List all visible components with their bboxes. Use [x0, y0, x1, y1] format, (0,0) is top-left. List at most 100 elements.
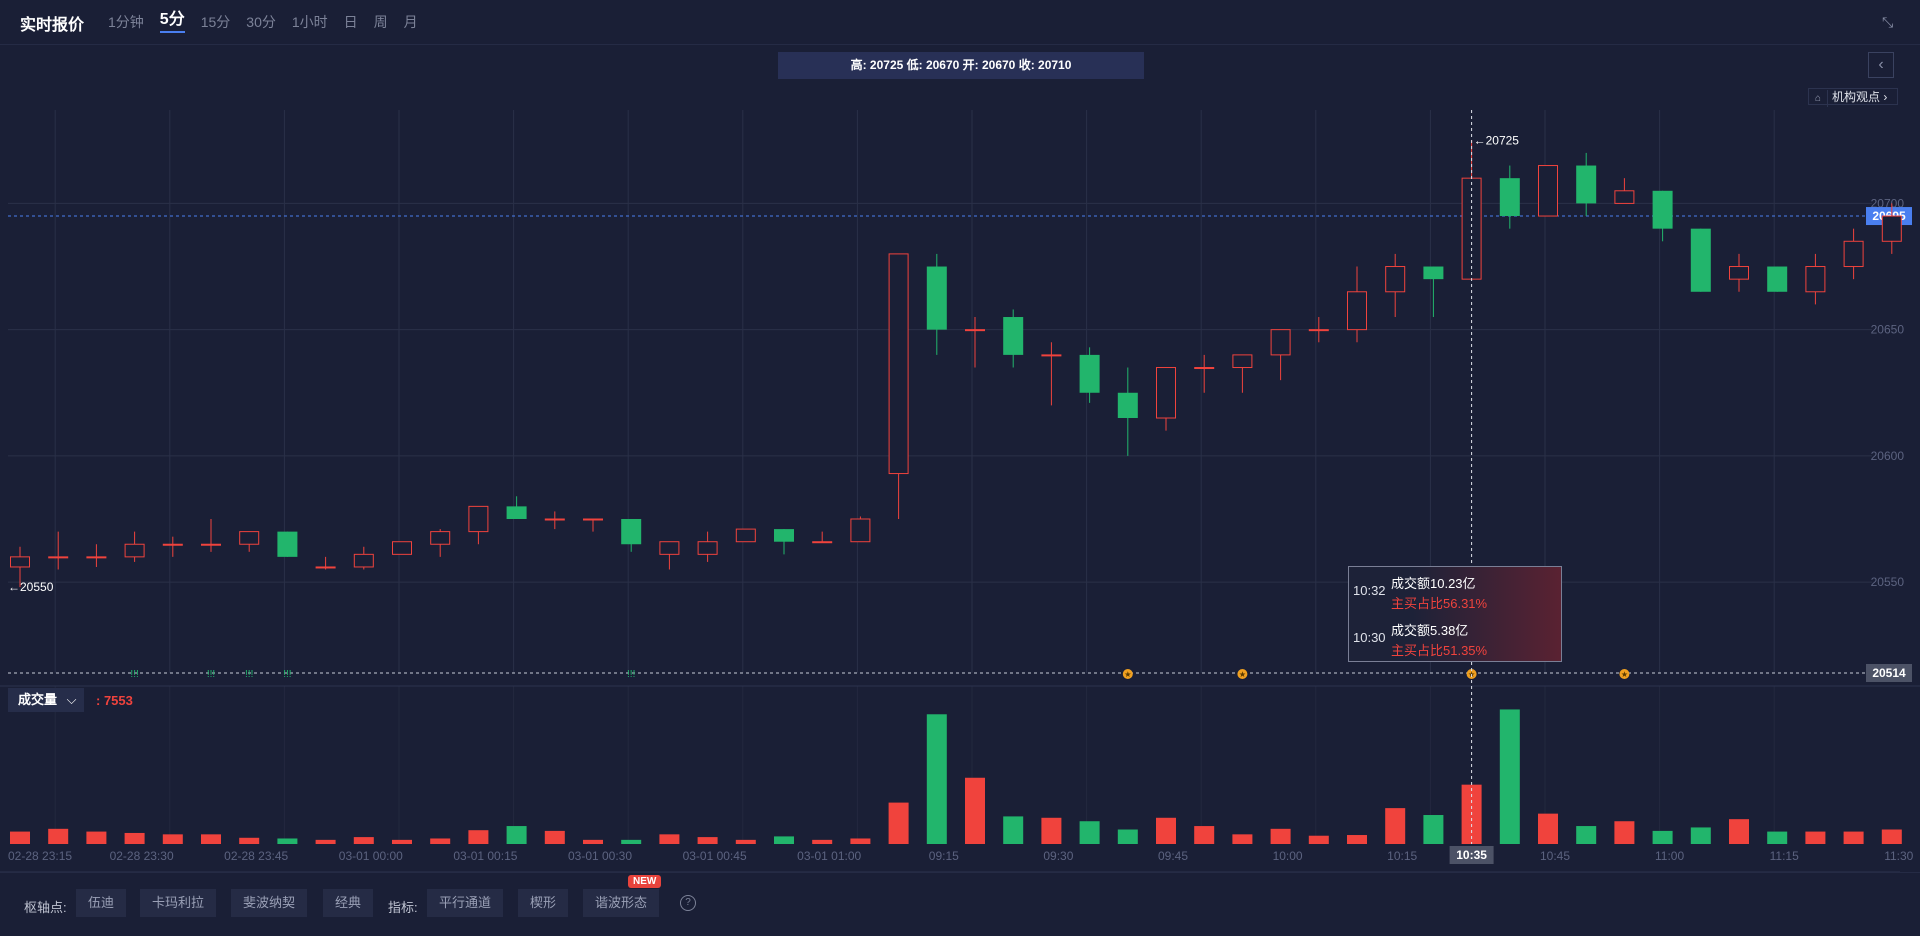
tab-timeframe[interactable]: 1分钟	[108, 14, 144, 30]
volume-bar	[1576, 826, 1597, 844]
chevron-left-icon: ‹	[1878, 56, 1884, 73]
candle-body	[1232, 354, 1253, 369]
help-icon[interactable]: ?	[680, 895, 696, 911]
ohlc-summary: 高: 20725 低: 20670 开: 20670 收: 20710	[778, 52, 1144, 79]
volume-bar	[277, 838, 298, 844]
volume-bar	[583, 839, 603, 844]
volume-bar	[1690, 827, 1711, 844]
candle-body	[965, 329, 985, 332]
candlestick-chart[interactable]: 205502060020650207002069520514←20725←205…	[0, 0, 1920, 872]
candle-body	[1767, 266, 1788, 292]
candle-body	[544, 518, 565, 521]
candle-body	[1194, 367, 1215, 370]
x-tick-label: 03-01 00:00	[339, 849, 403, 863]
x-tick-label: 10:15	[1387, 849, 1417, 863]
volume-bar	[1729, 819, 1749, 844]
volume-bar	[1003, 816, 1024, 844]
tab-timeframe[interactable]: 日	[343, 14, 358, 30]
candle-body	[392, 541, 412, 555]
candle-body	[1690, 228, 1711, 292]
event-marker-label: !!!	[130, 669, 138, 680]
crosshair-time-badge	[1449, 846, 1494, 864]
candle-body	[926, 266, 947, 330]
candle-body	[1843, 240, 1864, 268]
volume-bar	[1347, 835, 1367, 844]
volume-bar	[353, 837, 374, 844]
pivot-classic-button[interactable]: 经典	[323, 889, 374, 917]
tab-timeframe[interactable]: 月	[403, 14, 418, 30]
event-marker-label: ★	[1124, 670, 1131, 679]
volume-bar	[1499, 709, 1520, 844]
collapse-arrows-icon[interactable]: ⤡	[1882, 14, 1894, 30]
new-badge: NEW	[628, 875, 662, 888]
pivot-label: 枢轴点:	[24, 900, 67, 915]
volume-bar	[1538, 813, 1558, 844]
volume-bar	[1767, 831, 1788, 844]
min-price-marker: ←20550	[8, 580, 54, 594]
x-tick-label: 10:00	[1273, 849, 1303, 863]
candle-body	[124, 543, 145, 558]
volume-indicator-select[interactable]: 成交量 ⌵	[8, 688, 84, 712]
event-marker-label: ★	[1239, 670, 1246, 679]
volume-bar	[659, 834, 680, 844]
tab-timeframe[interactable]: 1小时	[291, 14, 328, 30]
pivot-woodie-button[interactable]: 伍迪	[76, 889, 127, 917]
candle-body	[1117, 392, 1138, 419]
crosshair-price-label: 20514	[1872, 666, 1906, 680]
candle-body	[1652, 190, 1673, 229]
candle-body	[774, 529, 794, 542]
tooltip-amount: 成交额5.38亿	[1391, 623, 1469, 638]
pivot-camarilla-button[interactable]: 卡玛利拉	[140, 889, 217, 917]
event-marker-label: !!!	[283, 669, 291, 680]
x-tick-label: 02-28 23:30	[110, 849, 174, 863]
volume-bar	[468, 830, 489, 844]
candle-body	[1041, 354, 1062, 357]
volume-bar	[86, 831, 107, 844]
candle-body	[1576, 165, 1597, 204]
pivot-fibonacci-button[interactable]: 斐波纳契	[231, 889, 308, 917]
volume-bar	[735, 839, 756, 844]
tab-timeframe[interactable]: 5分	[159, 11, 185, 33]
candle-body	[10, 556, 30, 568]
volume-bar	[1270, 828, 1291, 844]
candle-body	[162, 543, 183, 546]
candle-body	[812, 541, 833, 544]
candle-body	[1538, 165, 1558, 217]
candle-body	[850, 518, 871, 543]
harmonic-pattern-button[interactable]: 谐波形态	[583, 889, 660, 917]
candle-body	[277, 531, 298, 557]
lock-icon: ⌂	[1809, 90, 1828, 107]
volume-bar	[315, 839, 336, 844]
page-title: 实时报价	[20, 17, 85, 34]
tooltip-time: 10:32	[1353, 583, 1386, 598]
candle-body	[888, 253, 909, 475]
candle-body	[506, 506, 527, 519]
volume-bar	[888, 802, 909, 844]
collapse-panel-button[interactable]: ‹	[1868, 52, 1894, 78]
candle-body	[1347, 291, 1367, 331]
candle-body	[315, 566, 336, 569]
candle-body	[1079, 354, 1100, 393]
parallel-channel-button[interactable]: 平行通道	[427, 889, 504, 917]
y-tick-label: 20600	[1871, 449, 1905, 463]
candle-body	[1499, 178, 1520, 217]
candle-body	[1308, 329, 1329, 332]
chevron-right-icon: ›	[1880, 90, 1888, 104]
candle-body	[86, 556, 107, 559]
volume-bar	[774, 836, 794, 844]
wedge-button[interactable]: 楔形	[518, 889, 569, 917]
institution-view-button[interactable]: ⌂ 机构观点 ›	[1808, 88, 1898, 107]
volume-value: : 7553	[96, 693, 133, 708]
tab-timeframe[interactable]: 30分	[246, 14, 276, 30]
candle-body	[1614, 190, 1635, 204]
tooltip-time: 10:30	[1353, 630, 1386, 645]
volume-bar	[10, 831, 30, 844]
tab-timeframe[interactable]: 周	[373, 14, 388, 30]
volume-bar	[162, 834, 183, 844]
x-tick-label: 02-28 23:45	[224, 849, 288, 863]
volume-bar	[392, 839, 412, 844]
x-tick-label: 10:45	[1540, 849, 1570, 863]
volume-bar	[239, 837, 260, 844]
candle-body	[659, 541, 680, 555]
tab-timeframe[interactable]: 15分	[200, 14, 231, 30]
